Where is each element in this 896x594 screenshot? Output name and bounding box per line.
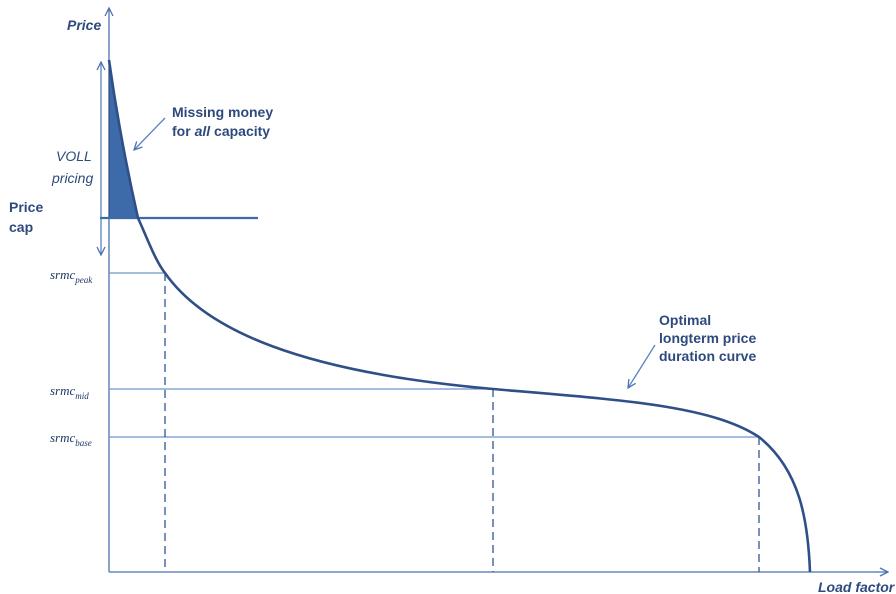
missing-money-line2-italic: all <box>195 123 212 139</box>
price-cap-label: Price cap <box>9 199 47 235</box>
curve-line2: longterm price <box>659 330 756 346</box>
price-duration-curve <box>107 59 812 573</box>
srmc-mid-label: srmcmid <box>50 383 89 401</box>
srmc-peak-label: srmcpeak <box>50 267 93 285</box>
curve-line1: Optimal <box>659 312 711 328</box>
missing-money-label: Missing money for all capacity <box>172 104 277 139</box>
srmc-mid-base: srmc <box>50 383 76 398</box>
voll-line2: pricing <box>51 170 93 186</box>
srmc-base-base: srmc <box>50 430 76 445</box>
missing-money-line1: Missing money <box>172 104 273 120</box>
missing-money-line2-prefix: for <box>172 123 195 139</box>
srmc-base-label: srmcbase <box>50 430 92 448</box>
voll-label: VOLL pricing <box>51 148 95 186</box>
srmc-base-sub: base <box>75 438 92 448</box>
srmc-peak-base: srmc <box>50 267 76 282</box>
missing-money-line2-suffix: capacity <box>210 123 270 139</box>
missing-money-pointer <box>134 117 166 150</box>
x-axis-label: Load factor <box>818 579 896 594</box>
curve-label: Optimal longterm price duration curve <box>659 312 760 364</box>
price-cap-line1: Price <box>9 199 43 215</box>
voll-line1: VOLL <box>56 148 92 164</box>
srmc-mid-sub: mid <box>75 391 89 401</box>
y-axis-label: Price <box>67 17 101 33</box>
srmc-peak-sub: peak <box>74 275 93 285</box>
price-cap-line2: cap <box>9 219 33 235</box>
curve-pointer <box>628 344 656 388</box>
curve-line3: duration curve <box>659 348 756 364</box>
